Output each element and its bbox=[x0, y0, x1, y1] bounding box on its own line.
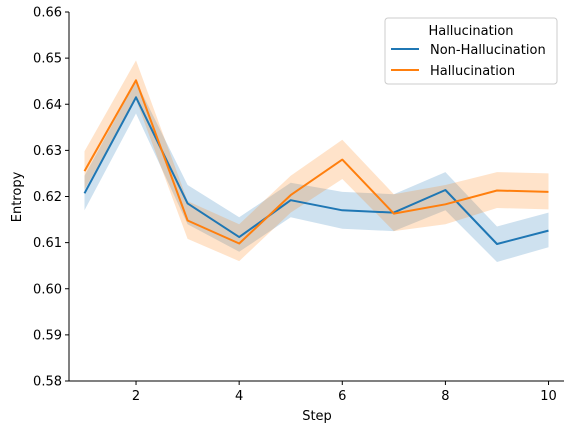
axes bbox=[65, 11, 564, 385]
x-tick-label: 6 bbox=[338, 389, 346, 404]
y-tick-label: 0.61 bbox=[33, 236, 62, 251]
x-tick-label: 10 bbox=[540, 389, 557, 404]
y-tick-label: 0.62 bbox=[33, 190, 62, 205]
x-tick-label: 2 bbox=[132, 389, 140, 404]
y-tick-label: 0.64 bbox=[33, 98, 62, 113]
x-tick-label: 4 bbox=[235, 389, 243, 404]
confidence-bands bbox=[84, 60, 549, 262]
legend: Hallucination Non-Hallucination Hallucin… bbox=[384, 17, 558, 85]
y-tick-label: 0.65 bbox=[33, 52, 62, 67]
x-tick-label: 8 bbox=[441, 389, 449, 404]
y-tick-label: 0.60 bbox=[33, 282, 62, 297]
legend-title: Hallucination bbox=[428, 24, 513, 39]
y-tick-label: 0.63 bbox=[33, 144, 62, 159]
legend-frame bbox=[384, 17, 558, 85]
legend-label-hallucination: Hallucination bbox=[430, 64, 515, 79]
x-axis-title: Step bbox=[302, 409, 332, 423]
series-lines bbox=[83, 79, 549, 245]
y-tick-label: 0.58 bbox=[33, 375, 62, 390]
y-tick-label: 0.66 bbox=[33, 6, 62, 21]
confidence-band-non-hallucination bbox=[84, 81, 549, 262]
series-line-hallucination bbox=[83, 79, 549, 245]
y-tick-label: 0.59 bbox=[33, 328, 62, 343]
legend-label-non-hallucination: Non-Hallucination bbox=[430, 43, 546, 58]
y-axis-title: Entropy bbox=[10, 171, 25, 222]
tick-labels: 0.58 0.59 0.60 0.61 0.62 0.63 0.64 0.65 0.66 2 4 6 8… bbox=[33, 6, 557, 405]
